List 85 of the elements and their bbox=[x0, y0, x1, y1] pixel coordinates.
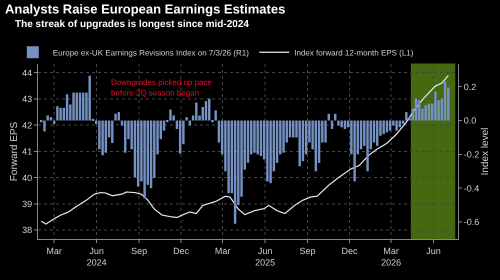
bar bbox=[314, 120, 318, 172]
y-tick-label: 40 bbox=[22, 172, 32, 183]
annotation: Downgrades picked up pace before 2Q season began bbox=[111, 78, 213, 98]
bar bbox=[398, 120, 402, 128]
y-tick-label: 39 bbox=[22, 198, 32, 209]
x-tick-label: Sep bbox=[300, 246, 316, 256]
chart-title: Analysts Raise European Earnings Estimates bbox=[5, 1, 286, 16]
bar bbox=[56, 106, 59, 121]
bar bbox=[334, 114, 336, 121]
bar bbox=[234, 120, 236, 224]
bar bbox=[340, 120, 343, 128]
bar bbox=[402, 120, 404, 124]
bar bbox=[82, 92, 84, 121]
bar bbox=[188, 120, 192, 126]
bar bbox=[101, 120, 104, 156]
y-tick-label: 42 bbox=[22, 120, 32, 130]
bar bbox=[395, 120, 398, 131]
y-tick-label: 44 bbox=[22, 68, 32, 78]
bar bbox=[424, 105, 427, 121]
bar bbox=[124, 120, 126, 153]
y-axis-title: Forward EPS bbox=[9, 121, 20, 182]
bar bbox=[118, 112, 120, 121]
bar bbox=[328, 114, 330, 121]
bar bbox=[72, 92, 75, 121]
bar bbox=[292, 120, 294, 138]
y-tick-label: 43 bbox=[22, 94, 32, 104]
bar bbox=[324, 120, 327, 143]
x-tick-label: Jun bbox=[426, 246, 441, 256]
y2-tick-label: -0.4 bbox=[464, 183, 480, 194]
bar bbox=[434, 92, 437, 121]
bar bbox=[344, 120, 346, 129]
bar bbox=[353, 120, 356, 182]
bar bbox=[150, 120, 152, 188]
bar bbox=[208, 98, 210, 121]
bar bbox=[178, 120, 182, 154]
bar bbox=[111, 120, 114, 144]
y2-tick-label: 0.2 bbox=[464, 82, 476, 92]
y-tick-label: 38 bbox=[22, 225, 32, 236]
x-tick-label: Jun 2024 bbox=[86, 246, 107, 268]
x-tick-label: Mar bbox=[46, 246, 62, 256]
y2-tick-label: 0.0 bbox=[464, 116, 476, 126]
bar bbox=[227, 120, 230, 194]
y-tick-label: 41 bbox=[22, 146, 32, 157]
chart-subtitle: The streak of upgrades is longest since mid-2024 bbox=[15, 19, 250, 30]
x-tick-label: Jun 2025 bbox=[255, 246, 276, 268]
bar bbox=[388, 120, 392, 131]
bar bbox=[136, 120, 140, 187]
bar bbox=[66, 94, 68, 121]
x-tick-label: Mar bbox=[214, 246, 230, 256]
x-tick-label: Mar 2026 bbox=[381, 246, 402, 268]
bar bbox=[428, 104, 430, 121]
bar bbox=[282, 120, 285, 153]
bar bbox=[260, 120, 262, 156]
bar bbox=[46, 115, 49, 121]
bar bbox=[256, 120, 259, 154]
bar bbox=[76, 92, 78, 121]
bar bbox=[418, 100, 420, 121]
x-tick-label: Dec bbox=[342, 246, 358, 256]
bar bbox=[52, 120, 56, 124]
bar bbox=[366, 120, 369, 172]
bar bbox=[269, 120, 272, 184]
bar bbox=[386, 120, 388, 132]
bar bbox=[88, 76, 91, 121]
legend-label: Index forward 12-month EPS (L1) bbox=[294, 48, 414, 58]
bar bbox=[59, 108, 62, 121]
y2-tick-label: -0.2 bbox=[464, 150, 480, 160]
bar bbox=[382, 120, 385, 134]
bar bbox=[298, 120, 301, 166]
legend-label: Europe ex-UK Earnings Revisions Index on 7/3/26 (R1) bbox=[52, 48, 250, 58]
bar bbox=[104, 120, 108, 153]
x-tick-label: Dec bbox=[173, 246, 190, 256]
bar bbox=[114, 114, 117, 121]
bar bbox=[185, 117, 188, 121]
bar bbox=[266, 120, 269, 182]
x-tick-label: Sep bbox=[131, 246, 148, 256]
bar bbox=[444, 82, 446, 121]
y2-axis-title: Index level bbox=[480, 128, 491, 176]
bar bbox=[214, 110, 217, 121]
line-series bbox=[40, 74, 449, 225]
bar bbox=[195, 102, 198, 121]
bar bbox=[405, 112, 408, 121]
bar bbox=[376, 120, 378, 146]
bar bbox=[50, 117, 52, 121]
y2-tick-label: -0.6 bbox=[464, 217, 480, 228]
bar bbox=[143, 120, 146, 198]
